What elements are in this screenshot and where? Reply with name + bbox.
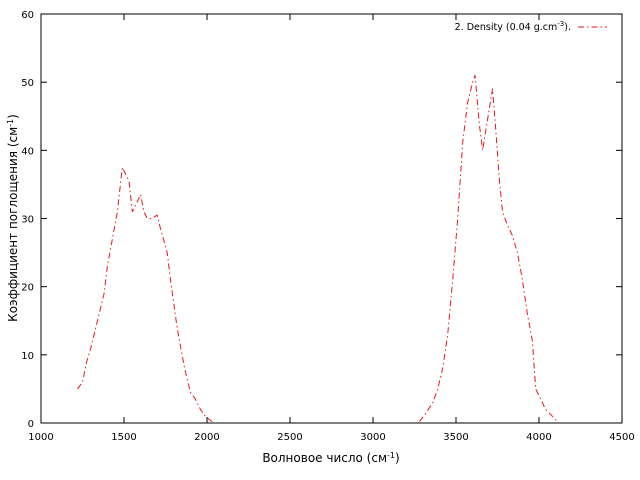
- y-axis-title: Коэффициент поглощения (см-1): [6, 114, 21, 322]
- x-tick-label: 4000: [526, 432, 551, 443]
- y-tick-label: 0: [28, 419, 34, 430]
- legend: 2. Density (0.04 g.cm-3).: [455, 20, 607, 33]
- x-tick-label: 2000: [194, 432, 219, 443]
- y-tick-label: 40: [21, 146, 34, 157]
- y-tick-label: 20: [21, 283, 34, 294]
- x-tick-label: 4500: [609, 432, 634, 443]
- plot-frame: [40, 13, 623, 424]
- x-tick-label: 2500: [277, 432, 302, 443]
- x-tick-label: 1500: [111, 432, 136, 443]
- series-line: [419, 74, 558, 422]
- x-tick-label: 3500: [443, 432, 468, 443]
- x-tick-label: 1000: [28, 432, 53, 443]
- x-tick-label: 3000: [360, 432, 385, 443]
- y-tick-label: 30: [21, 215, 34, 226]
- legend-label: 2. Density (0.04 g.cm-3).: [455, 20, 571, 33]
- series-line: [77, 166, 213, 422]
- axis-ticks: 1000 1500 2000 2500 3000 3500 4000 4500 0 10 20 30 4…: [21, 10, 634, 443]
- y-tick-label: 50: [21, 78, 34, 89]
- series-layer: [77, 74, 558, 422]
- x-axis-title: Волновое число (см-1): [262, 451, 399, 466]
- y-tick-label: 60: [21, 10, 34, 21]
- y-tick-label: 10: [21, 351, 34, 362]
